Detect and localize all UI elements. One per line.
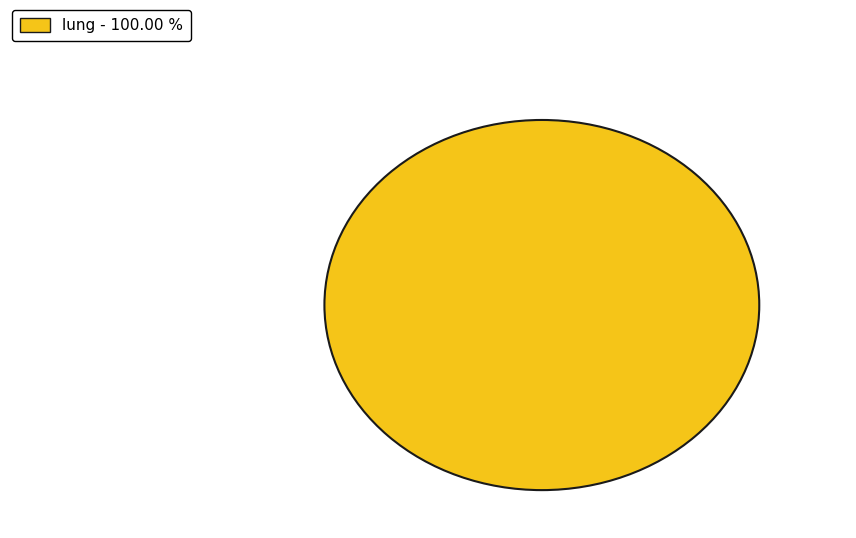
Ellipse shape — [324, 120, 759, 490]
Legend: lung - 100.00 %: lung - 100.00 % — [12, 10, 191, 41]
